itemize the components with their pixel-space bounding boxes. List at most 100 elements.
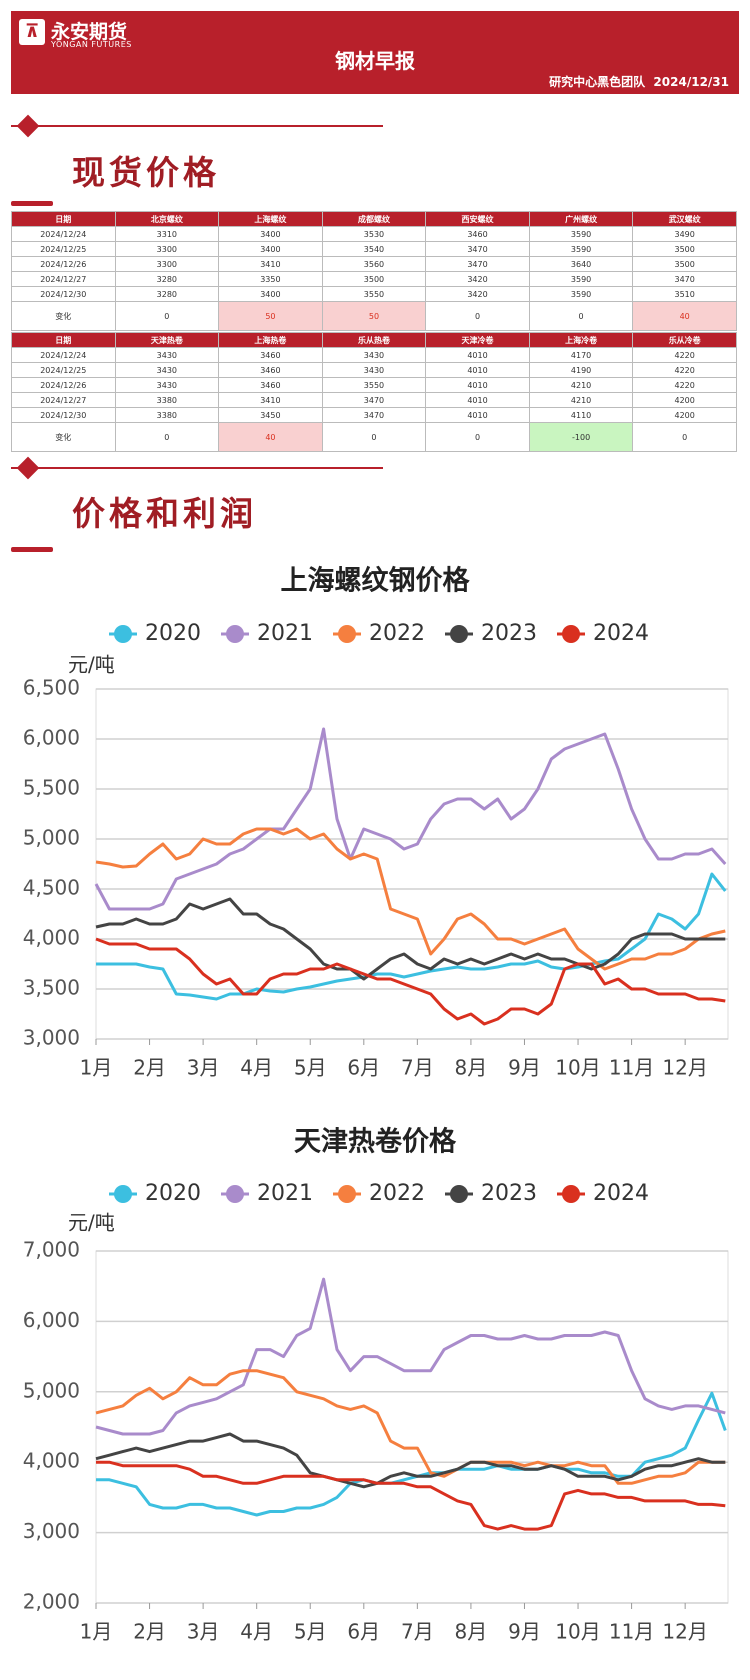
cell: 3470 — [425, 241, 530, 257]
cell: 3500 — [632, 241, 737, 257]
series-line — [96, 872, 727, 1001]
legend-label: 2022 — [369, 1181, 425, 1206]
cell: 3460 — [425, 226, 530, 242]
legend-marker — [338, 625, 356, 643]
cell: 2024/12/24 — [11, 347, 116, 363]
y-tick-label: 5,000 — [23, 826, 80, 850]
cell: 乐从冷卷 — [632, 332, 737, 348]
cell: 3540 — [321, 241, 427, 257]
x-tick-label: 2月 — [133, 1620, 166, 1644]
cell: 日期 — [11, 211, 116, 227]
cell: 武汉螺纹 — [632, 211, 737, 227]
cell: 3430 — [114, 362, 220, 378]
cell: 4010 — [425, 347, 530, 363]
legend-label: 2024 — [593, 1181, 649, 1206]
cell: 4220 — [632, 377, 737, 393]
accent-bar — [11, 201, 53, 206]
cell: 3420 — [425, 286, 530, 302]
legend-label: 2023 — [481, 1181, 537, 1206]
row: 2024/12/27 3380 3410 3470 4010 4210 4200 — [11, 392, 737, 408]
row: 2024/12/25 3430 3460 3430 4010 4190 4220 — [11, 362, 737, 378]
cell: 3400 — [218, 286, 323, 302]
cell: 上海螺纹 — [218, 211, 323, 227]
x-tick-label: 1月 — [80, 1620, 113, 1644]
series-line — [95, 827, 726, 971]
x-tick-label: 1月 — [80, 1056, 113, 1080]
cell: 3490 — [632, 226, 737, 242]
legend-marker — [114, 625, 132, 643]
cell: 3460 — [218, 362, 323, 378]
cell: 天津热卷 — [114, 332, 220, 348]
cell: 3590 — [528, 226, 634, 242]
x-tick-label: 9月 — [508, 1620, 541, 1644]
y-tick-label: 4,500 — [23, 876, 80, 900]
cell: 2024/12/24 — [11, 226, 116, 242]
row: 2024/12/24 3430 3460 3430 4010 4170 4220 — [11, 347, 737, 363]
y-tick-label: 6,000 — [23, 726, 80, 750]
chart-title: 上海螺纹钢价格 — [281, 566, 471, 597]
series-line — [94, 727, 727, 911]
cell: 0 — [425, 422, 530, 452]
series-line — [95, 937, 726, 1026]
logo-icon: ⊼ — [19, 19, 45, 45]
cell: 2024/12/30 — [11, 407, 116, 423]
cell: 3430 — [321, 362, 427, 378]
x-tick-label: 5月 — [294, 1056, 327, 1080]
legend-marker — [114, 1185, 132, 1203]
diamond — [16, 456, 40, 480]
cell: 西安螺纹 — [425, 211, 530, 227]
cell: 3430 — [321, 347, 427, 363]
cell: 上海冷卷 — [528, 332, 634, 348]
cell: 0 — [321, 422, 427, 452]
x-tick-label: 6月 — [347, 1620, 380, 1644]
cell: 2024/12/26 — [11, 256, 116, 272]
y-tick-label: 6,500 — [23, 676, 80, 700]
cell: 3400 — [218, 241, 323, 257]
legend-marker — [450, 1185, 468, 1203]
y-tick-label: 7,000 — [23, 1238, 80, 1262]
legend-label: 2022 — [369, 621, 425, 646]
row: 变化 0 40 0 0 -100 0 — [11, 422, 737, 452]
row: 2024/12/24 3310 3400 3530 3460 3590 3490 — [11, 226, 737, 242]
chart-title: 天津热卷价格 — [294, 1127, 457, 1158]
cell: 3510 — [632, 286, 737, 302]
cell: 3590 — [528, 286, 634, 302]
cell: 天津冷卷 — [425, 332, 530, 348]
cell: 3560 — [321, 256, 427, 272]
cell: 3470 — [425, 256, 530, 272]
y-tick-label: 6,000 — [23, 1308, 80, 1332]
cell: 3300 — [114, 256, 220, 272]
cell: 3310 — [114, 226, 220, 242]
cell: 3280 — [114, 286, 220, 302]
cell: 3420 — [425, 271, 530, 287]
cell: 变化 — [11, 301, 116, 331]
cell: 0 — [632, 422, 737, 452]
cell: 0 — [114, 301, 220, 331]
cell: -100 — [528, 422, 634, 452]
cell: 3550 — [321, 286, 427, 302]
cell: 4010 — [425, 362, 530, 378]
x-tick-label: 12月 — [662, 1056, 707, 1080]
cell: 2024/12/25 — [11, 362, 116, 378]
cell: 4110 — [528, 407, 634, 423]
row: 2024/12/30 3280 3400 3550 3420 3590 3510 — [11, 286, 737, 302]
legend-marker — [562, 625, 580, 643]
cell: 3400 — [218, 226, 323, 242]
cell: 50 — [321, 301, 427, 331]
x-tick-label: 9月 — [508, 1056, 541, 1080]
cell: 3460 — [218, 377, 323, 393]
x-tick-label: 7月 — [401, 1056, 434, 1080]
cell: 2024/12/27 — [11, 392, 116, 408]
legend-label: 2021 — [257, 1181, 313, 1206]
y-tick-label: 3,500 — [23, 976, 80, 1000]
x-tick-label: 12月 — [662, 1620, 707, 1644]
cell: 4010 — [425, 392, 530, 408]
cell: 50 — [218, 301, 323, 331]
cell: 3430 — [114, 347, 220, 363]
cell: 40 — [218, 422, 323, 452]
x-tick-label: 11月 — [609, 1620, 654, 1644]
y-axis-label: 元/吨 — [68, 653, 115, 677]
cell: 4010 — [425, 377, 530, 393]
cell: 2024/12/25 — [11, 241, 116, 257]
row: 2024/12/26 3430 3460 3550 4010 4210 4220 — [11, 377, 737, 393]
